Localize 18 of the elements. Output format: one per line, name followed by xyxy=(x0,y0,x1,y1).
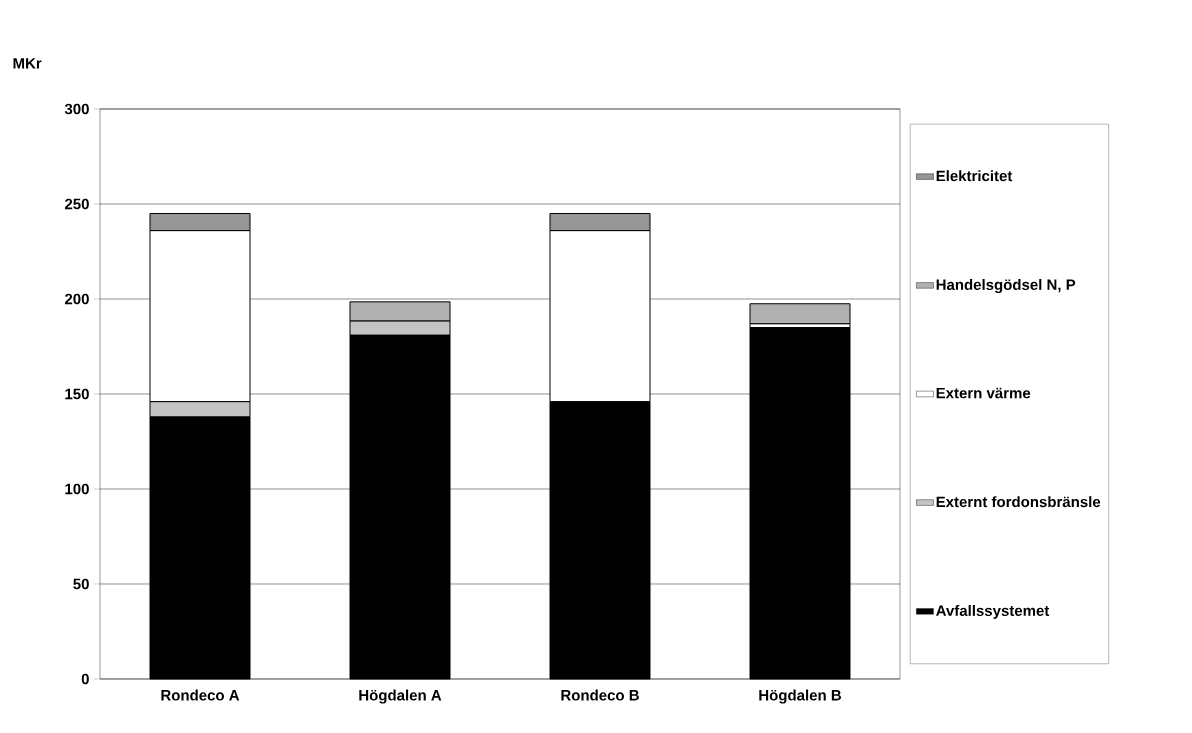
y-tick-label: 150 xyxy=(65,388,89,400)
y-tick-label: 250 xyxy=(64,198,89,210)
y-axis-title: MKr xyxy=(13,58,42,69)
bar xyxy=(749,303,851,325)
legend-label: Externt fordonsbränsle xyxy=(936,496,1101,508)
y-tick-label: 50 xyxy=(73,578,89,590)
y-tick-label: 0 xyxy=(81,673,89,685)
legend-label: Avfallssystemet xyxy=(936,604,1050,619)
y-tick-label: 100 xyxy=(65,483,89,495)
y-tick-label: 300 xyxy=(64,103,89,115)
legend-label: Elektricitet xyxy=(936,170,1013,182)
x-tick-label: Rondeco B xyxy=(561,689,639,701)
y-tick-label: 200 xyxy=(64,293,89,305)
x-tick-label: Högdalen A xyxy=(359,689,442,704)
legend-label: Handelsgödsel N, P xyxy=(936,279,1076,294)
legend-label: Extern värme xyxy=(936,387,1031,399)
x-tick-label: Högdalen B xyxy=(759,689,841,704)
x-tick-label: Rondeco A xyxy=(161,689,240,701)
